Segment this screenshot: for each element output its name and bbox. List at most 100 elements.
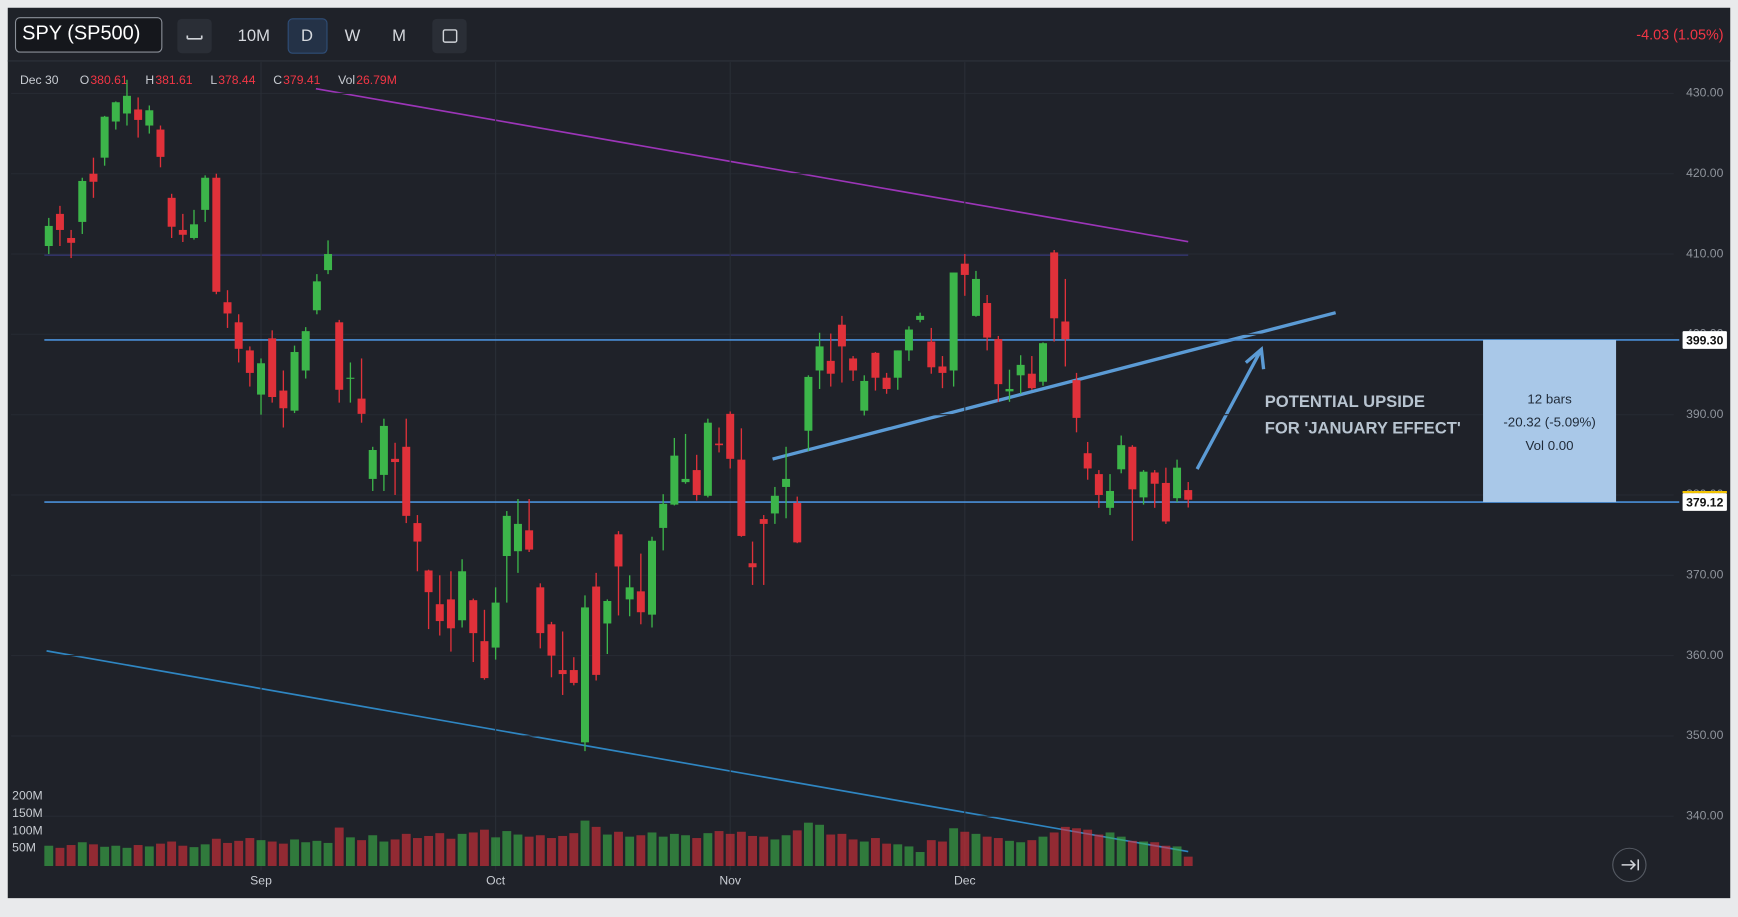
volume-bar (736, 831, 746, 866)
volume-bar (323, 842, 333, 866)
volume-bar (547, 838, 556, 866)
price-label: 379.12 (1686, 495, 1723, 509)
volume-bar (334, 827, 344, 866)
volume-bar (558, 835, 568, 866)
candle-body (234, 322, 243, 349)
volume-bar (725, 833, 735, 866)
volume-bar (468, 832, 478, 866)
volume-bar (77, 842, 87, 866)
header-value: 378.44 (218, 73, 255, 87)
candle-body (167, 197, 176, 227)
volume-bar (625, 836, 635, 866)
volume-tick-label: 100M (12, 823, 42, 837)
volume-bar (267, 841, 277, 866)
candle-body (580, 607, 589, 743)
volume-bar (1027, 840, 1037, 866)
candle-body (949, 272, 958, 371)
interval-button[interactable]: 10M (238, 26, 270, 45)
candle-body (156, 129, 165, 157)
volume-bar (144, 846, 154, 866)
volume-bar (658, 836, 668, 866)
volume-bar (1116, 836, 1126, 866)
candle-body (201, 177, 210, 210)
volume-bar (647, 832, 657, 866)
candle-body (1117, 445, 1126, 470)
volume-bar (591, 826, 601, 866)
volume-bar (1150, 842, 1160, 866)
volume-bar (312, 840, 322, 866)
candle-body (368, 450, 377, 479)
header-label: H (145, 73, 154, 87)
interval-button[interactable]: W (345, 26, 361, 45)
y-tick-label: 350.00 (1686, 728, 1723, 742)
measure-text: 12 bars (1527, 391, 1572, 406)
volume-bar (692, 838, 702, 866)
candle-body (983, 303, 992, 338)
interval-button[interactable]: D (301, 26, 313, 45)
candle-body (1083, 453, 1092, 469)
annotation: FOR 'JANUARY EFFECT' (1265, 419, 1461, 438)
volume-bar (859, 841, 869, 866)
candles (44, 79, 1193, 752)
x-tick-label: Dec (954, 874, 976, 888)
candle-body (916, 315, 925, 320)
candle-body (793, 503, 802, 543)
volume-bar (1172, 846, 1182, 866)
candle-body (212, 177, 221, 292)
trend-line (772, 311, 1337, 461)
candle-body (715, 443, 724, 446)
candle-body (55, 213, 64, 230)
active-interval[interactable] (287, 18, 328, 54)
header-date: Dec 30 (20, 73, 59, 87)
volume-bar (390, 839, 400, 866)
candle-body (938, 366, 947, 373)
header-label: C (273, 73, 282, 87)
volume-bar (535, 835, 545, 866)
volume-bar (971, 833, 981, 866)
volume-bar (904, 846, 914, 866)
chart-type-button[interactable] (177, 18, 212, 54)
price-label-box (1682, 493, 1727, 511)
volume-bar (1183, 856, 1193, 866)
volume-bar (189, 847, 199, 866)
volume-bar (223, 842, 232, 866)
volume-bar (156, 843, 165, 866)
toolbar: SPY (SP500) -4.03 (1.05%) (14, 17, 1724, 54)
volume-bar (66, 845, 76, 866)
volume-bar (669, 833, 679, 866)
y-tick-label: 370.00 (1686, 568, 1723, 582)
x-tick-label: Oct (486, 874, 506, 888)
calendar-button[interactable] (432, 18, 467, 54)
candle-body (882, 377, 891, 389)
price-label-box (1682, 331, 1727, 349)
candle-body (860, 380, 869, 411)
candle-body (413, 523, 422, 542)
volume-bar (133, 845, 143, 866)
y-tick-label: 420.00 (1686, 166, 1723, 180)
volume-bar (569, 833, 579, 866)
volume-bar (55, 847, 65, 866)
volume-bar (234, 840, 244, 866)
candle-body (279, 390, 288, 409)
volume-bar (837, 833, 847, 866)
interval-button[interactable]: M (392, 26, 406, 45)
candle-body (670, 455, 679, 505)
symbol: SPY (SP500) (22, 23, 140, 45)
volume-bar (211, 838, 221, 866)
candle-body (402, 446, 411, 516)
symbol-box[interactable] (14, 17, 163, 53)
volume-bar (1105, 832, 1115, 866)
candle-body (67, 237, 76, 243)
candle-body (603, 600, 612, 624)
candle-body (558, 670, 567, 675)
candle-body (871, 352, 880, 378)
volume-bar (345, 837, 355, 866)
volume-bar (1049, 832, 1059, 866)
candle-body (513, 523, 522, 552)
volume-bar (290, 839, 299, 866)
volume-bar (926, 840, 936, 866)
candle-body (178, 229, 187, 235)
candle-body (1050, 252, 1059, 319)
candle-body (122, 95, 131, 114)
candle-body (100, 116, 109, 158)
